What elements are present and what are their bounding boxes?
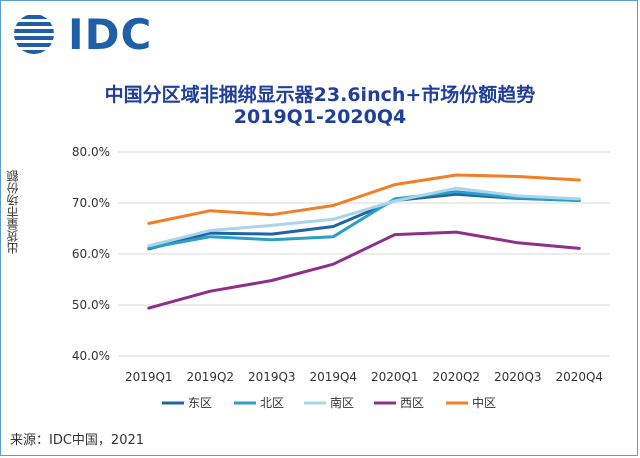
series-line-北区 xyxy=(147,190,581,250)
x-tick-label: 2019Q3 xyxy=(248,370,296,384)
x-tick-label: 2020Q4 xyxy=(555,370,603,384)
legend-label: 南区 xyxy=(330,395,354,410)
x-tick-label: 2019Q1 xyxy=(125,370,173,384)
series-line-西区 xyxy=(147,230,581,310)
x-tick-label: 2019Q4 xyxy=(309,370,357,384)
idc-logo: IDC xyxy=(12,10,151,60)
legend-label: 东区 xyxy=(188,396,212,410)
series-line-南区 xyxy=(147,186,581,248)
y-tick-label: 60.0% xyxy=(72,247,110,261)
source-note: 来源：IDC中国，2021 xyxy=(10,433,145,448)
globe-stripes-icon xyxy=(14,15,54,54)
y-tick-label: 40.0% xyxy=(72,349,110,363)
legend-label: 西区 xyxy=(400,396,424,410)
x-tick-label: 2019Q2 xyxy=(186,370,234,384)
x-tick-label: 2020Q1 xyxy=(371,370,419,384)
y-tick-label: 50.0% xyxy=(72,298,110,312)
chart-subtitle: 2019Q1-2020Q4 xyxy=(233,106,407,128)
logo-text: IDC xyxy=(68,10,153,59)
y-tick-label: 70.0% xyxy=(72,196,110,210)
chart-title: 中国分区域非捆绑显示器23.6inch+市场份额趋势 xyxy=(104,84,536,106)
series-line-中区 xyxy=(147,173,581,225)
legend-label: 北区 xyxy=(260,396,284,410)
x-tick-label: 2020Q2 xyxy=(432,370,480,384)
series-line-东区 xyxy=(147,192,581,251)
legend-label: 中区 xyxy=(472,395,496,410)
y-tick-label: 80.0% xyxy=(72,145,110,159)
x-tick-label: 2020Q3 xyxy=(494,370,542,384)
